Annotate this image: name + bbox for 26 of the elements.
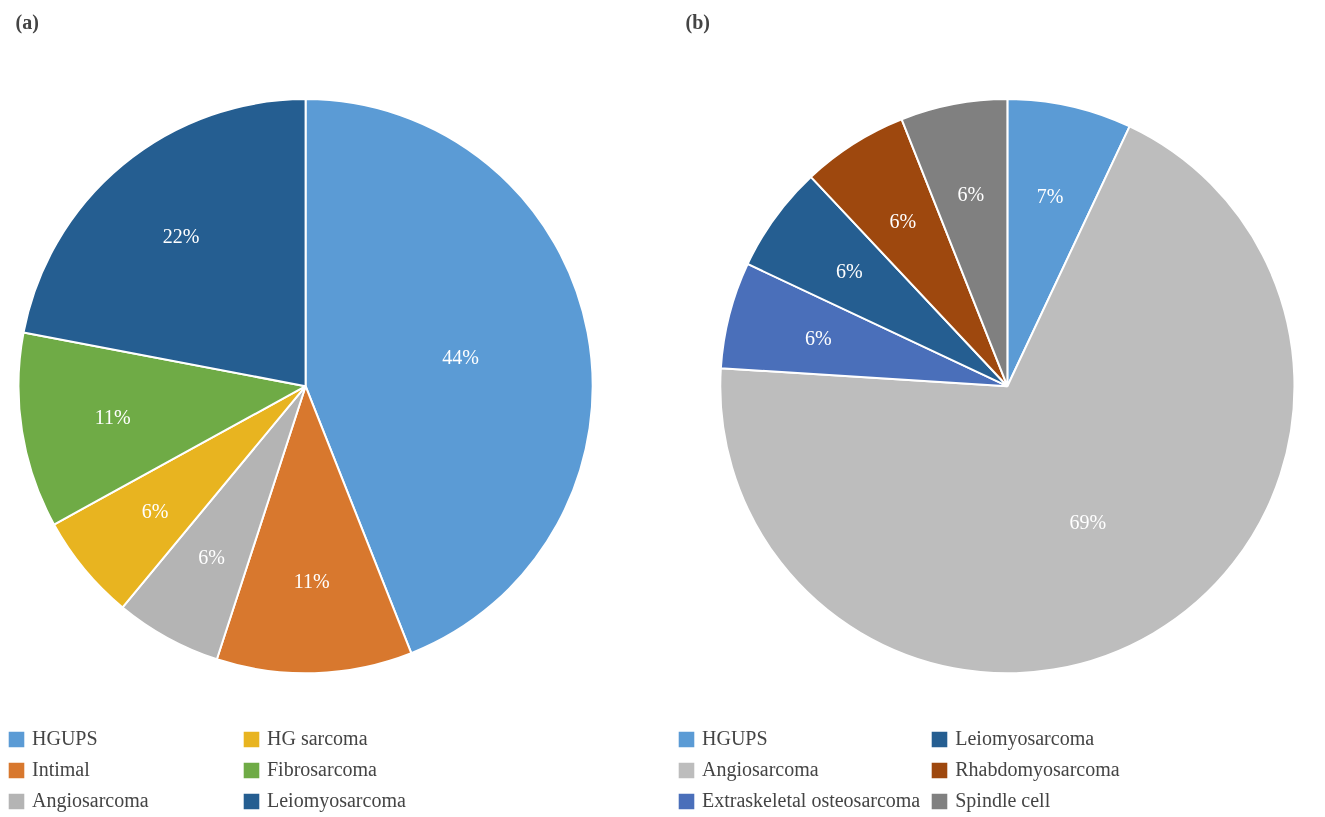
data-label: 69% bbox=[1069, 511, 1107, 534]
data-label: 11% bbox=[293, 570, 330, 593]
legend-label: Leiomyosarcoma bbox=[955, 727, 1096, 750]
data-label: 44% bbox=[442, 345, 480, 368]
legend-label: HGUPS bbox=[32, 727, 99, 750]
legend-label: Angiosarcoma bbox=[702, 758, 820, 781]
legend-label: Intimal bbox=[32, 758, 91, 781]
legend-label: Fibrosarcoma bbox=[267, 758, 378, 781]
data-label: 6% bbox=[836, 260, 863, 283]
legend-label: Angiosarcoma bbox=[32, 789, 150, 812]
legend-label: Rhabdomyosarcoma bbox=[955, 758, 1121, 781]
legend-label: HG sarcoma bbox=[267, 727, 369, 750]
legend-label: Leiomyosarcoma bbox=[267, 789, 407, 812]
data-label: 6% bbox=[804, 326, 832, 349]
data-label: 6% bbox=[957, 183, 985, 206]
data-label: 6% bbox=[141, 499, 169, 522]
chart-title: (b) bbox=[685, 10, 710, 34]
data-label: 6% bbox=[198, 546, 225, 569]
data-label: 6% bbox=[889, 210, 917, 233]
data-label: 11% bbox=[94, 405, 131, 428]
data-label: 7% bbox=[1036, 184, 1064, 207]
legend-label: Spindle cell bbox=[955, 789, 1052, 812]
legend-label: Extraskeletal osteosarcoma bbox=[702, 789, 921, 812]
chart-title: (a) bbox=[15, 10, 39, 34]
data-label: 22% bbox=[162, 224, 200, 247]
legend-label: HGUPS bbox=[702, 727, 769, 750]
